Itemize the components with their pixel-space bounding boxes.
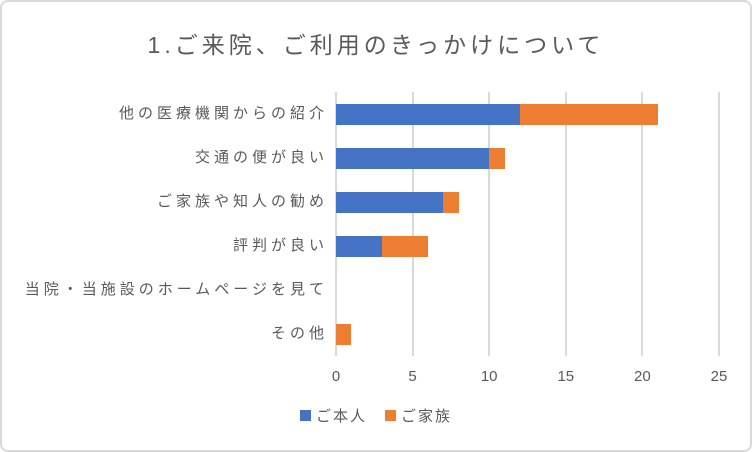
legend-label: ご家族 [401,408,453,425]
x-tick-label: 25 [710,368,728,385]
gridline [564,92,567,356]
legend-item: ご家族 [385,405,452,426]
x-tick-label: 0 [331,368,341,385]
legend-label: ご本人 [315,408,367,425]
category-label: 評判が良い [232,237,328,254]
bar-segment-ご本人 [336,103,520,125]
category-label: その他 [270,325,328,342]
bar-segment-ご家族 [519,103,658,125]
bar-segment-ご家族 [381,235,428,257]
y-axis-line [335,92,337,356]
legend-item: ご本人 [299,405,367,426]
bar-segment-ご本人 [336,147,490,169]
x-tick-label: 5 [408,368,417,385]
category-label: ご家族や知人の勧め [156,193,328,210]
bar-segment-ご家族 [443,191,459,213]
bar-segment-ご本人 [336,191,444,213]
category-label: 他の医療機関からの紹介 [118,105,328,122]
gridline [411,92,414,356]
gridline [718,92,720,356]
category-label: 交通の便が良い [194,149,328,166]
gridline [488,92,491,356]
x-tick-label: 20 [634,368,651,385]
bar-segment-ご家族 [489,147,505,169]
gridline [641,92,644,356]
bar-segment-ご家族 [336,323,352,345]
category-label: 当院・当施設のホームページを見て [24,281,328,298]
chart-title: 1.ご来院、ご利用のきっかけについて [147,32,605,58]
x-tick-label: 15 [557,368,575,385]
legend-swatch-icon [385,410,396,421]
bar-segment-ご本人 [336,235,382,257]
legend: ご本人 ご家族 [2,405,750,426]
legend-swatch-icon [299,410,311,421]
x-tick-label: 10 [480,368,498,385]
